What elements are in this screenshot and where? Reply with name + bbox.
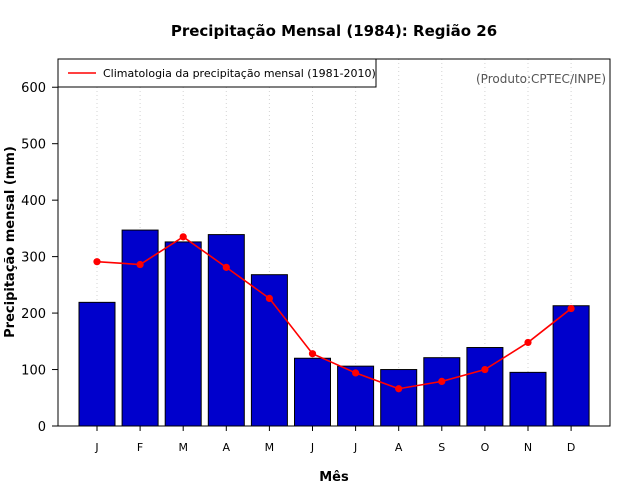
- x-axis-label: Mês: [319, 470, 349, 485]
- climatology-point: [567, 304, 575, 313]
- x-tick-label: D: [567, 441, 575, 454]
- x-tick-label: S: [438, 441, 445, 454]
- climatology-point: [179, 233, 187, 241]
- climatology-point: [265, 294, 273, 302]
- y-tick-label: 200: [21, 307, 46, 322]
- bar: [423, 357, 461, 427]
- x-tick-label: J: [94, 441, 98, 454]
- y-tick-label: 600: [21, 81, 46, 96]
- climatology-point: [136, 260, 144, 269]
- x-tick-label: M: [178, 441, 188, 454]
- bar: [380, 369, 418, 427]
- bar: [121, 229, 159, 427]
- x-tick-label: M: [265, 441, 275, 454]
- bar: [164, 241, 202, 427]
- bar: [294, 357, 331, 427]
- x-tick-label: J: [310, 441, 314, 454]
- chart-title: Precipitação Mensal (1984): Região 26: [171, 22, 497, 40]
- legend: Climatologia da precipitação mensal (198…: [57, 58, 377, 88]
- climatology-point: [308, 350, 317, 358]
- legend-box: [57, 58, 377, 88]
- climatology-point: [438, 377, 446, 385]
- climatology-point: [352, 369, 360, 377]
- x-tick-label: F: [137, 441, 143, 454]
- climatology-polyline: [96, 235, 572, 390]
- x-tick-label: N: [524, 441, 532, 454]
- climatology-point: [395, 385, 403, 393]
- x-tick-label: A: [395, 441, 403, 454]
- climatology-point: [93, 258, 101, 266]
- y-tick-label: 400: [21, 194, 46, 209]
- y-tick-label: 0: [38, 420, 46, 435]
- bar: [207, 234, 245, 427]
- climatology-point: [222, 263, 230, 271]
- y-axis-label: Precipitação mensal (mm): [3, 146, 18, 338]
- climatology-point: [481, 365, 489, 374]
- legend-label: Climatologia da precipitação mensal (198…: [103, 67, 376, 80]
- x-tick-label: O: [481, 441, 490, 454]
- credit-text: (Produto:CPTEC/INPE): [476, 72, 606, 86]
- climatology-line: [93, 233, 575, 393]
- x-tick-label: A: [223, 441, 231, 454]
- y-tick-label: 100: [21, 364, 46, 379]
- y-tick-label: 300: [21, 251, 46, 266]
- bar: [552, 305, 590, 427]
- bars: [78, 229, 590, 427]
- bar: [78, 301, 116, 427]
- climatology-point: [524, 338, 532, 347]
- bar: [466, 347, 504, 427]
- x-tick-label: J: [353, 441, 357, 454]
- bar: [509, 371, 547, 427]
- y-axis: 0 100 200 300 400 500 600: [21, 81, 58, 435]
- y-tick-label: 500: [21, 138, 46, 153]
